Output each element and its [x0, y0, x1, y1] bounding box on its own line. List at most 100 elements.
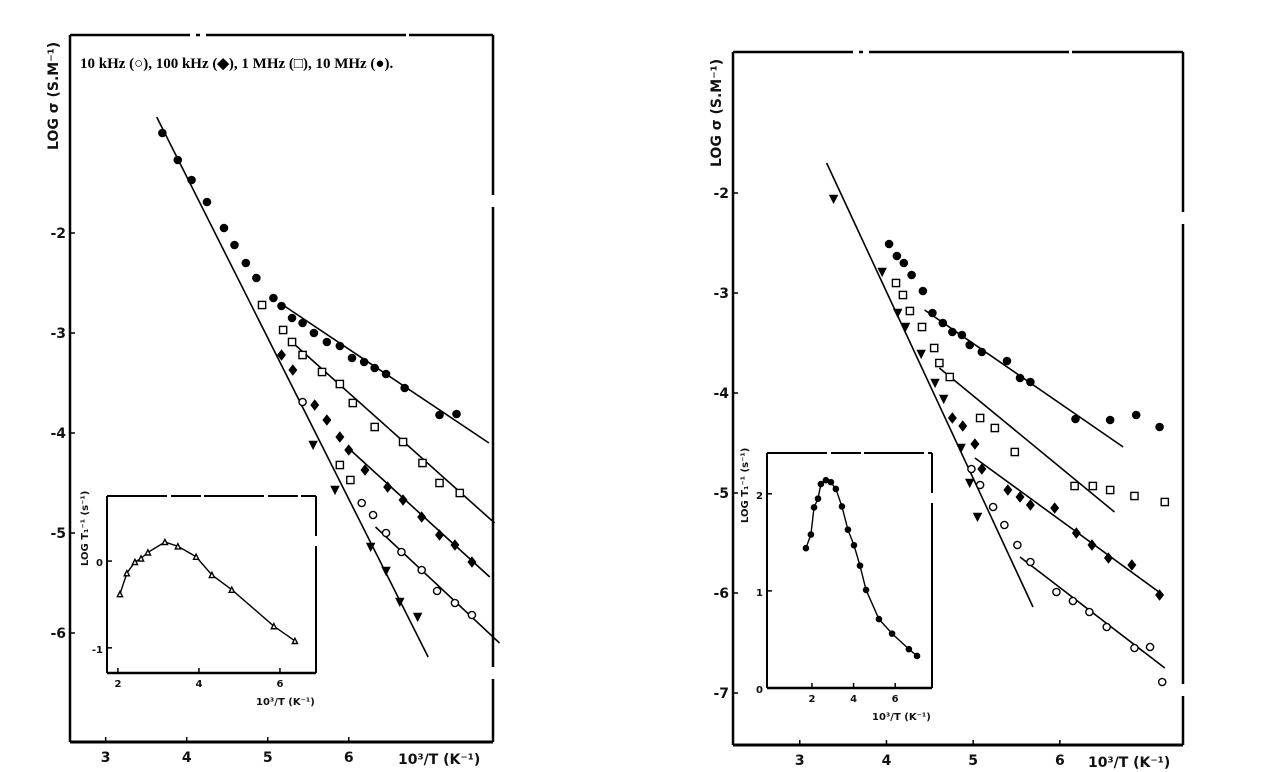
series-unlabeled-0 — [116, 537, 299, 645]
inset-background — [767, 453, 932, 688]
data-point — [1102, 622, 1111, 632]
data-point — [298, 350, 307, 360]
data-point — [1015, 373, 1025, 383]
data-point — [935, 358, 944, 368]
data-point — [346, 475, 355, 485]
fit-line — [374, 526, 501, 644]
data-point — [335, 341, 345, 351]
data-point — [270, 621, 278, 630]
y-tick-label: -6 — [50, 626, 66, 642]
data-point — [417, 511, 427, 523]
data-point — [309, 328, 319, 338]
data-point — [1010, 447, 1020, 457]
x-tick-label: 2 — [808, 694, 815, 705]
y-axis-label: LOG σ (S.M⁻¹) — [709, 59, 725, 167]
y-tick-label: -7 — [713, 686, 729, 702]
x-axis-label: 10³/T (K⁻¹) — [872, 712, 931, 723]
data-point — [964, 478, 975, 489]
x-axis-label: 10³/T (K⁻¹) — [1088, 755, 1170, 771]
series-1-mhz — [891, 278, 1170, 507]
data-point — [856, 562, 864, 569]
data-point — [452, 409, 461, 419]
data-point — [381, 566, 391, 577]
fit-line — [346, 446, 491, 578]
data-point — [907, 270, 916, 280]
x-tick-label: 4 — [182, 750, 192, 766]
data-point — [807, 531, 815, 538]
x-tick-label: 3 — [795, 753, 805, 769]
data-point — [1025, 499, 1035, 511]
data-point — [990, 423, 1000, 433]
data-point — [322, 414, 332, 426]
data-point — [1000, 520, 1009, 530]
data-point — [844, 526, 852, 534]
y-tick-label: -4 — [713, 386, 729, 402]
data-point — [1070, 481, 1079, 491]
data-point — [917, 322, 927, 332]
data-point — [383, 481, 393, 493]
y-tick-label: 0 — [96, 558, 103, 569]
data-point — [359, 357, 369, 367]
data-point — [308, 440, 318, 451]
data-point — [913, 652, 921, 660]
data-point — [219, 223, 229, 233]
data-point — [395, 597, 405, 608]
data-point — [144, 548, 152, 556]
data-point — [298, 318, 307, 328]
data-point — [916, 349, 926, 360]
data-point — [450, 598, 460, 608]
data-point — [467, 556, 477, 568]
x-tick-label: 6 — [344, 750, 354, 766]
data-point — [1105, 485, 1115, 495]
x-tick-label: 2 — [114, 679, 121, 690]
data-point — [1087, 539, 1097, 551]
series-1-mhz — [257, 300, 465, 498]
series-100-khz — [947, 412, 1165, 601]
data-point — [1052, 587, 1061, 597]
data-point — [418, 458, 427, 468]
data-point — [938, 318, 948, 328]
data-point — [230, 240, 239, 250]
data-point — [965, 340, 975, 350]
series-unlabeled-0 — [802, 476, 921, 660]
data-point — [1026, 377, 1035, 387]
x-axis-label: 10³/T (K⁻¹) — [398, 752, 480, 768]
data-point — [1160, 497, 1170, 507]
data-point — [948, 327, 957, 337]
data-point — [947, 412, 957, 424]
left-inset-chart: 2 4 6 0 -1 10³/T (K⁻¹) LOG T₁⁻¹ (s⁻¹) — [80, 491, 317, 708]
data-point — [905, 306, 915, 316]
data-point — [1155, 589, 1165, 601]
data-point — [1088, 481, 1098, 491]
data-point — [269, 293, 278, 303]
data-point — [257, 300, 267, 310]
y-axis-label: LOG T₁⁻¹ (s⁻¹) — [740, 448, 751, 523]
data-point — [1071, 527, 1081, 539]
data-point — [900, 322, 911, 333]
series-10-khz — [967, 464, 1167, 687]
data-point — [1145, 642, 1155, 652]
data-point — [1013, 540, 1022, 550]
data-point — [123, 569, 131, 577]
data-point — [347, 353, 357, 363]
data-point — [330, 485, 340, 496]
data-point — [850, 541, 858, 549]
data-point — [918, 286, 928, 296]
x-tick-label: 6 — [1055, 753, 1065, 769]
data-point — [344, 444, 354, 456]
data-point — [945, 372, 955, 382]
data-point — [397, 547, 406, 557]
data-point — [1002, 356, 1012, 366]
data-point — [1130, 491, 1139, 501]
data-point — [884, 239, 894, 249]
x-tick-label: 5 — [968, 753, 978, 769]
data-point — [467, 610, 477, 620]
series-unlabeled-4 — [828, 194, 983, 523]
fit-line — [825, 162, 1034, 608]
data-point — [967, 464, 976, 474]
data-point — [435, 478, 444, 488]
x-tick-label: 6 — [892, 694, 899, 705]
data-point — [192, 552, 200, 561]
data-point — [365, 542, 376, 553]
